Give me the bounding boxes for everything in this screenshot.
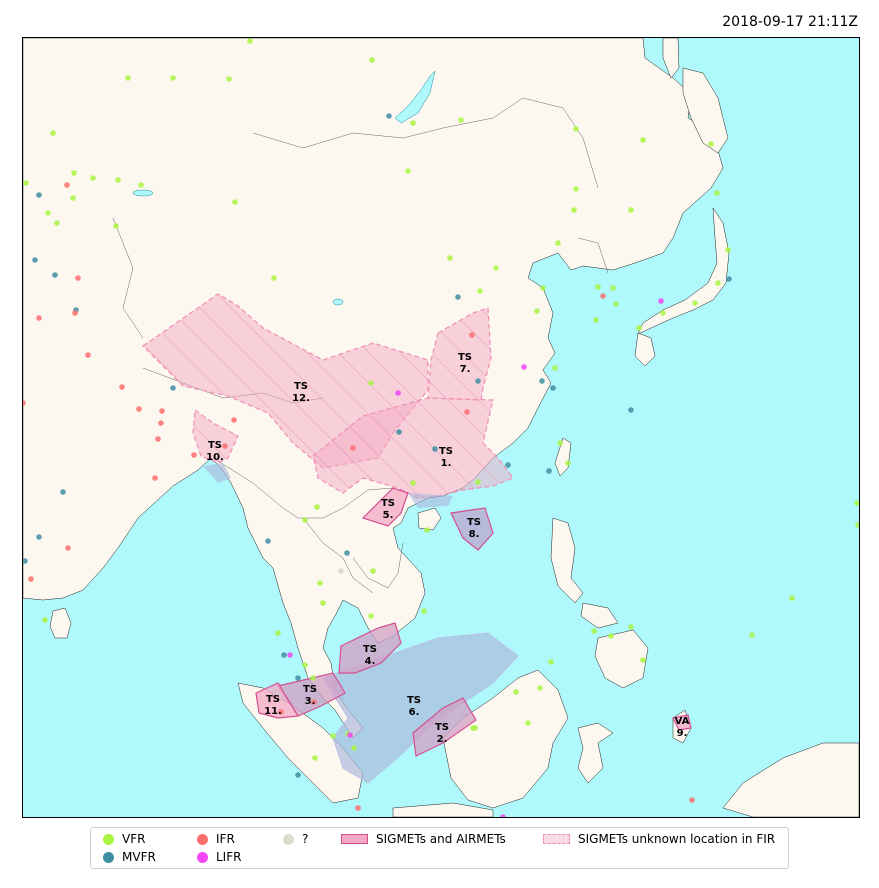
- label-ts-1: TS 1.: [439, 446, 453, 469]
- hainan: [417, 507, 442, 531]
- japan-hokkaido: [682, 67, 729, 154]
- label-ts-8: TS 8.: [467, 517, 481, 540]
- legend-ifr-label: IFR: [216, 832, 235, 846]
- label-ts-4: TS 4.: [363, 644, 377, 667]
- sigmet-2-area[interactable]: [412, 697, 477, 757]
- japan-honshu: [637, 207, 730, 335]
- legend-ifr: IFR: [197, 832, 235, 846]
- map-timestamp: 2018-09-17 21:11Z: [722, 14, 858, 30]
- label-va-9: VA 9.: [675, 716, 690, 739]
- legend-unknown: ?: [283, 832, 308, 846]
- sri-lanka: [49, 607, 72, 639]
- sigmet-4-area[interactable]: [338, 622, 402, 674]
- sigmets-unknown-layer: [142, 293, 514, 499]
- fir-overlap-bay: [203, 463, 231, 483]
- legend-lifr: LIFR: [197, 850, 241, 864]
- label-ts-5: TS 5.: [381, 498, 395, 521]
- lake-baikal: [394, 70, 436, 124]
- stations-ifr: [23, 182, 695, 811]
- legend-sigmets-label: SIGMETs and AIRMETs: [376, 832, 506, 846]
- fir-overlap-gulf: [408, 493, 453, 508]
- legend-sigmets: SIGMETs and AIRMETs: [341, 832, 506, 846]
- borneo: [442, 669, 569, 809]
- japan-kyushu: [634, 332, 656, 367]
- stations-lifr: [287, 298, 664, 817]
- sulawesi: [577, 722, 614, 784]
- new-guinea: [722, 742, 859, 817]
- ifr-marker-icon: [197, 833, 208, 845]
- lake-balkhash: [132, 189, 154, 197]
- unknown-marker-icon: [283, 833, 294, 845]
- mvfr-marker-icon: [103, 851, 114, 863]
- stations-vfr: [23, 38, 859, 761]
- sakhalin: [662, 38, 680, 79]
- advisory-labels: TS 1. TS 2. TS 3. TS 4. TS 5. TS 6. TS 7. TS 8. …: [206, 352, 690, 745]
- label-ts-12: TS 12.: [292, 381, 310, 404]
- mindanao: [594, 629, 649, 689]
- map-legend: VFR MVFR IFR LIFR ? SIGMETs and AIRMETs …: [90, 827, 789, 869]
- label-ts-11: TS 11.: [264, 694, 282, 717]
- legend-unknown-label: ?: [302, 832, 309, 846]
- label-ts-2: TS 2.: [435, 722, 449, 745]
- stations-unknown: [338, 568, 344, 574]
- legend-sigmets-unknown: SIGMETs unknown location in FIR: [543, 832, 775, 846]
- legend-sigmets-unknown-label: SIGMETs unknown location in FIR: [578, 832, 776, 846]
- map-canvas[interactable]: TS 1. TS 2. TS 3. TS 4. TS 5. TS 6. TS 7. TS 8. …: [23, 38, 859, 817]
- sigmets-layer: [255, 487, 692, 757]
- label-ts-6: TS 6.: [407, 695, 421, 718]
- sigmet-8-area[interactable]: [450, 507, 494, 551]
- lake-qinghai: [332, 298, 344, 306]
- sigmet-swatch-icon: [341, 834, 368, 844]
- country-borders: [112, 97, 609, 594]
- lifr-marker-icon: [197, 851, 208, 863]
- sigmet-9-area[interactable]: [672, 714, 692, 731]
- sigmet-11-area[interactable]: [255, 682, 300, 719]
- legend-mvfr: MVFR: [103, 850, 156, 864]
- sigmet-5-area[interactable]: [361, 487, 409, 527]
- legend-vfr: VFR: [103, 832, 145, 846]
- vfr-marker-icon: [103, 833, 114, 845]
- sigmet-unknown-swatch-icon: [543, 834, 570, 844]
- java: [392, 802, 494, 817]
- taiwan: [554, 437, 572, 477]
- label-ts-7: TS 7.: [458, 352, 472, 375]
- map-panel[interactable]: TS 1. TS 2. TS 3. TS 4. TS 5. TS 6. TS 7. TS 8. …: [22, 37, 860, 818]
- legend-mvfr-label: MVFR: [122, 850, 156, 864]
- luzon: [550, 517, 584, 604]
- legend-lifr-label: LIFR: [216, 850, 242, 864]
- label-ts-3: TS 3.: [303, 684, 317, 707]
- label-ts-10: TS 10.: [206, 440, 224, 463]
- visayas: [580, 602, 619, 629]
- legend-vfr-label: VFR: [122, 832, 146, 846]
